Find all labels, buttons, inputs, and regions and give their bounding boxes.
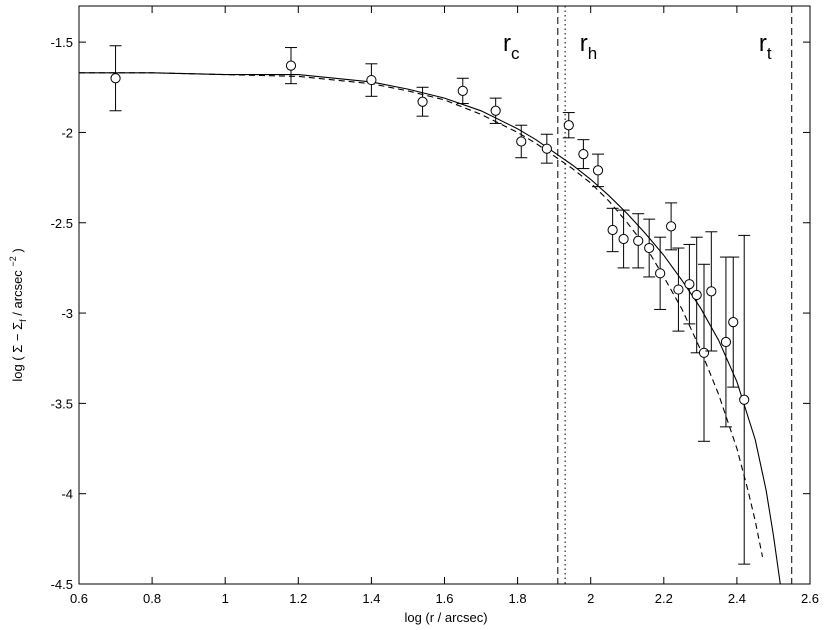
data-point [562, 112, 575, 139]
data-point [284, 47, 297, 85]
data-point [719, 256, 732, 428]
data-point [109, 45, 122, 112]
data-marker [698, 347, 710, 358]
y-tick-label: -3 [61, 306, 73, 321]
annotation-r-tidal: rt [759, 30, 772, 63]
data-point [738, 234, 751, 565]
plot-area [78, 5, 811, 585]
data-point [643, 218, 656, 278]
data-point [665, 202, 678, 251]
y-tick-label: -4 [61, 487, 73, 502]
data-point [727, 256, 740, 388]
data-point [515, 124, 528, 159]
x-tick-label: 2.4 [728, 591, 746, 606]
data-marker [728, 316, 739, 328]
data-point [672, 247, 685, 332]
annotation-r-half: rh [580, 30, 597, 63]
data-marker [457, 85, 468, 96]
data-point [617, 209, 630, 269]
data-marker [110, 73, 121, 84]
data-marker [285, 60, 297, 71]
data-point [416, 86, 429, 117]
model-curve-solid [79, 72, 781, 584]
data-point [577, 139, 590, 170]
data-marker [720, 336, 732, 348]
data-marker [739, 394, 750, 405]
annotation-r-core: rc [503, 30, 520, 63]
y-axis-label: log ( Σ − Σf / arcsec −2 ) [8, 248, 28, 381]
y-axis: -1.5 -2 -2.5 -3 -3.5 -4 -4.5 [51, 35, 810, 592]
data-marker [578, 149, 589, 160]
data-point [705, 231, 718, 352]
data-point [690, 236, 703, 354]
data-point [540, 133, 553, 164]
y-tick-label: -3.5 [51, 396, 73, 411]
data-point [489, 97, 502, 124]
x-tick-label: 1 [222, 591, 229, 606]
data-marker [592, 165, 604, 176]
data-point [456, 77, 469, 105]
data-point [592, 153, 605, 188]
data-marker [417, 96, 428, 107]
data-point [365, 63, 378, 97]
data-point [606, 207, 619, 253]
x-tick-label: 1.8 [509, 591, 527, 606]
data-marker [516, 136, 527, 147]
data-marker [541, 143, 552, 154]
data-marker [633, 235, 644, 246]
data-point [632, 213, 645, 269]
data-marker [644, 242, 655, 254]
model-curve-dashed [79, 72, 764, 558]
y-tick-label: -2.5 [51, 216, 73, 231]
data-marker [666, 221, 677, 232]
y-tick-label: -4.5 [51, 577, 73, 592]
x-axis-label: log (r / arcsec) [404, 610, 487, 625]
x-tick-label: 2 [587, 591, 594, 606]
x-tick-label: 2.2 [655, 591, 673, 606]
data-marker [655, 268, 666, 279]
data-marker [691, 289, 702, 301]
x-tick-label: 1.2 [289, 591, 307, 606]
data-marker [607, 224, 618, 236]
y-tick-label: -2 [61, 125, 73, 140]
data-point [654, 236, 667, 310]
data-marker [618, 233, 629, 245]
data-marker [366, 74, 377, 86]
data-marker [563, 120, 574, 131]
x-tick-label: 0.6 [70, 591, 88, 606]
data-marker [684, 279, 695, 290]
y-tick-label: -1.5 [51, 35, 73, 50]
x-tick-label: 2.6 [801, 591, 819, 606]
data-point [683, 243, 696, 325]
data-marker [673, 284, 684, 295]
x-tick-label: 1.6 [435, 591, 453, 606]
data-marker [706, 286, 717, 297]
x-tick-label: 1.4 [362, 591, 380, 606]
x-tick-label: 0.8 [143, 591, 161, 606]
data-marker [490, 105, 501, 116]
x-axis: 0.6 0.8 1 1.2 1.4 1.6 1.8 2 2.2 2.4 2.6 [70, 6, 819, 606]
